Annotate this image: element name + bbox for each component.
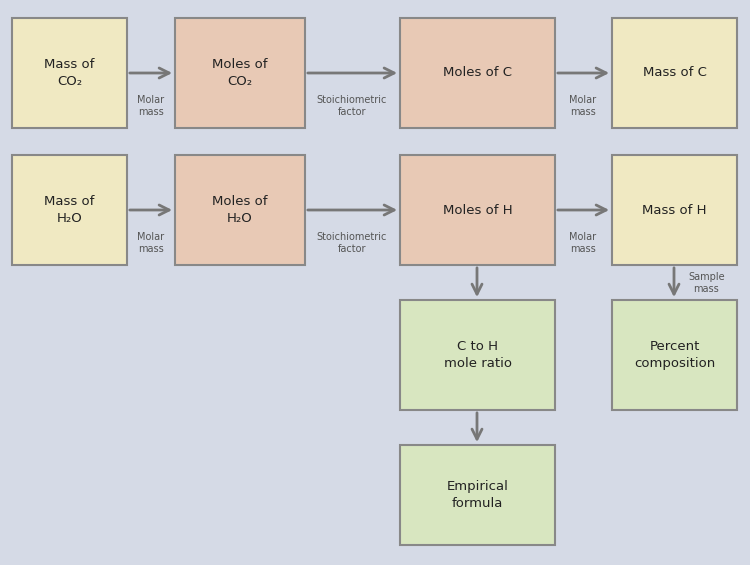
Text: Molar
mass: Molar mass — [569, 95, 596, 118]
FancyBboxPatch shape — [400, 18, 555, 128]
Text: Mass of H: Mass of H — [642, 203, 706, 216]
Text: Moles of H: Moles of H — [442, 203, 512, 216]
Text: Molar
mass: Molar mass — [137, 232, 164, 254]
FancyBboxPatch shape — [12, 18, 127, 128]
Text: Moles of
H₂O: Moles of H₂O — [212, 195, 268, 225]
Text: Sample
mass: Sample mass — [688, 272, 724, 294]
FancyBboxPatch shape — [400, 445, 555, 545]
Text: Empirical
formula: Empirical formula — [446, 480, 509, 510]
Text: Moles of C: Moles of C — [443, 67, 512, 80]
Text: Stoichiometric
factor: Stoichiometric factor — [316, 232, 387, 254]
FancyBboxPatch shape — [612, 300, 737, 410]
Text: C to H
mole ratio: C to H mole ratio — [443, 340, 512, 370]
FancyBboxPatch shape — [400, 300, 555, 410]
Text: Stoichiometric
factor: Stoichiometric factor — [316, 95, 387, 118]
Text: Molar
mass: Molar mass — [569, 232, 596, 254]
FancyBboxPatch shape — [12, 155, 127, 265]
Text: Mass of
H₂O: Mass of H₂O — [44, 195, 94, 225]
FancyBboxPatch shape — [175, 18, 305, 128]
FancyBboxPatch shape — [400, 155, 555, 265]
Text: Moles of
CO₂: Moles of CO₂ — [212, 58, 268, 88]
Text: Percent
composition: Percent composition — [634, 340, 716, 370]
FancyBboxPatch shape — [612, 155, 737, 265]
Text: Mass of C: Mass of C — [643, 67, 706, 80]
Text: Molar
mass: Molar mass — [137, 95, 164, 118]
Text: Mass of
CO₂: Mass of CO₂ — [44, 58, 94, 88]
FancyBboxPatch shape — [612, 18, 737, 128]
FancyBboxPatch shape — [175, 155, 305, 265]
